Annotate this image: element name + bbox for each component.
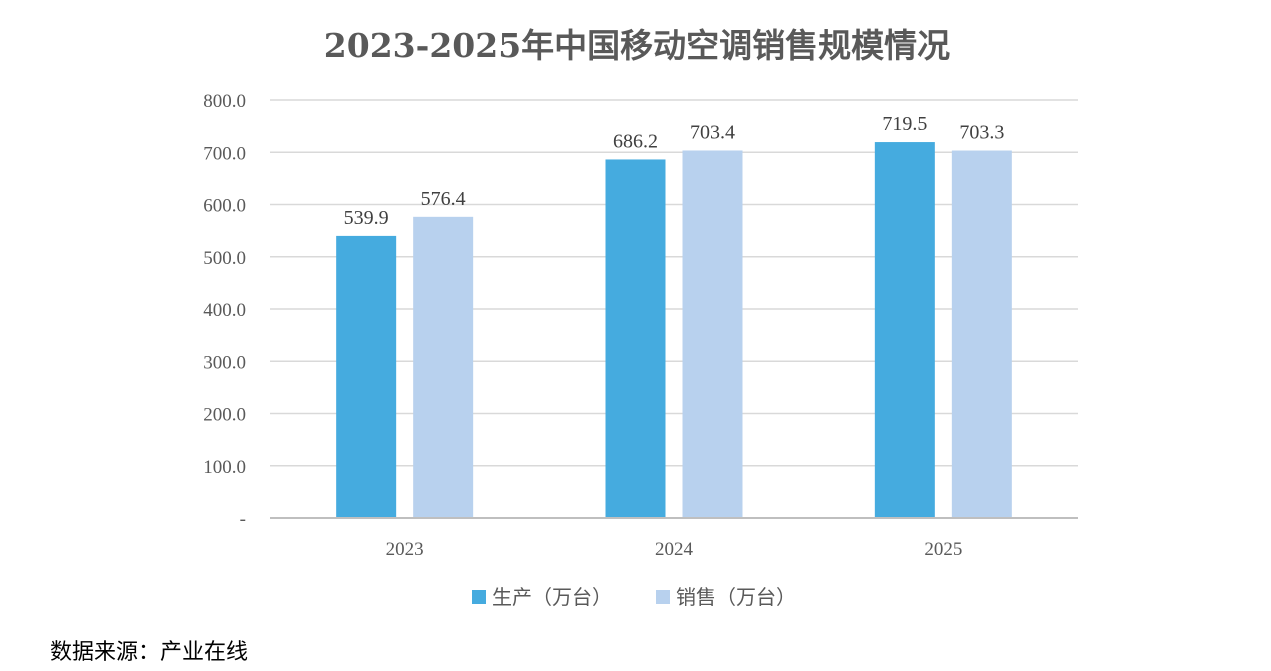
y-tick-label: 700.0 (203, 143, 246, 164)
y-tick-label: - (240, 509, 246, 530)
data-label: 686.2 (613, 130, 658, 152)
bar (951, 150, 1012, 518)
legend-swatch (656, 590, 670, 604)
data-label: 703.4 (690, 121, 735, 143)
legend-label: 生产（万台） (492, 585, 612, 609)
data-label: 539.9 (344, 207, 389, 229)
legend-label: 销售（万台） (676, 585, 796, 609)
y-tick-label: 200.0 (203, 405, 246, 426)
y-tick-label: 600.0 (203, 196, 246, 217)
axes: - 100.0 200.0 300.0 400.0 500.0 600.0 700.0 800.… (203, 91, 1078, 560)
x-tick-label: 2023 (386, 539, 424, 560)
chart-title: 2023-2025年中国移动空调销售规模情况 (324, 26, 950, 65)
y-tick-label: 500.0 (203, 248, 246, 269)
source-note: 数据来源：产业在线 (50, 640, 249, 665)
grid (270, 99, 1078, 467)
data-labels: 539.9 576.4 686.2 703.4 719.5 703.3 (344, 113, 1005, 229)
bar (336, 235, 397, 518)
x-tick-label: 2025 (924, 539, 962, 560)
bar (413, 216, 474, 518)
bar (682, 150, 743, 518)
x-tick-label: 2024 (655, 539, 694, 560)
data-label: 719.5 (882, 113, 927, 135)
bars (336, 142, 1012, 518)
y-tick-label: 400.0 (203, 300, 246, 321)
bar (874, 142, 935, 518)
y-tick-label: 100.0 (203, 457, 246, 478)
legend: 生产（万台） 销售（万台） (472, 585, 796, 609)
data-label: 576.4 (421, 188, 466, 210)
legend-swatch (472, 590, 486, 604)
y-tick-label: 800.0 (203, 91, 246, 112)
bar (605, 159, 666, 518)
data-label: 703.3 (959, 122, 1004, 144)
y-tick-label: 300.0 (203, 352, 246, 373)
